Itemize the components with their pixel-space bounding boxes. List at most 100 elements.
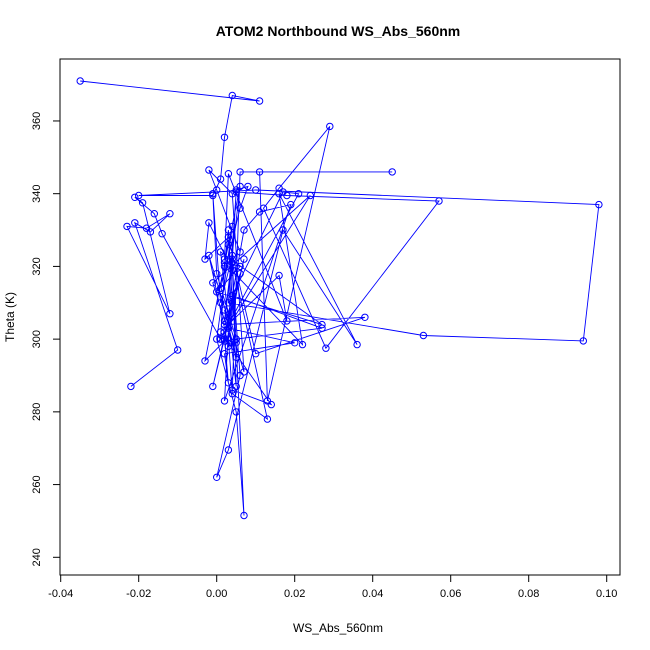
data-point: [228, 299, 237, 307]
data-point: [224, 240, 233, 249]
x-tick-label: 0.06: [440, 588, 461, 600]
data-point: [174, 346, 182, 354]
data-point: [224, 233, 233, 242]
data-point: [150, 210, 159, 218]
data-point: [255, 97, 264, 105]
x-tick-label: 0.04: [362, 588, 383, 600]
data-point: [224, 226, 233, 234]
data-point: [216, 328, 225, 336]
data-point: [595, 200, 603, 209]
data-point: [236, 204, 244, 212]
data-point: [224, 342, 233, 351]
data-point: [361, 313, 369, 321]
data-point: [326, 122, 334, 131]
data-point: [224, 299, 233, 307]
data-point: [322, 344, 330, 352]
y-axis: 240 260 280 300 320 340 360: [31, 112, 61, 566]
data-point: [435, 197, 443, 205]
data-point: [213, 288, 221, 296]
x-tick-label: 0.02: [284, 588, 305, 600]
data-point: [213, 270, 221, 278]
data-point: [216, 335, 225, 343]
data-point: [259, 204, 268, 212]
data-point: [232, 335, 240, 343]
data-point: [209, 279, 217, 287]
data-point: [213, 473, 221, 481]
data-point: [228, 255, 237, 263]
data-point: [209, 190, 217, 198]
data-point: [166, 210, 174, 218]
data-point: [228, 390, 237, 398]
series-layer: [76, 77, 603, 520]
data-point: [224, 446, 233, 454]
data-point: [220, 255, 229, 263]
data-point: [287, 200, 295, 209]
data-point: [318, 324, 326, 332]
data-point: [224, 313, 233, 321]
y-axis-label: Theta (K): [3, 292, 17, 342]
data-point: [216, 299, 225, 307]
x-tick-label: 0.00: [206, 588, 227, 600]
data-point: [146, 228, 155, 236]
data-point: [220, 335, 229, 343]
y-tick-label: 280: [31, 403, 43, 421]
data-point: [267, 400, 275, 409]
data-point: [220, 350, 229, 358]
x-tick-label: -0.02: [126, 588, 151, 600]
data-point: [123, 222, 131, 231]
data-point: [220, 397, 229, 405]
data-point: [236, 248, 244, 256]
data-point: [131, 219, 139, 227]
data-point: [232, 408, 240, 416]
data-point: [220, 262, 229, 271]
data-point: [224, 324, 233, 332]
data-point: [216, 248, 225, 256]
y-tick-label: 340: [31, 185, 43, 203]
data-point: [275, 190, 283, 198]
data-point: [263, 415, 272, 423]
x-axis: -0.04 -0.02 0.00 0.02 0.04 0.06 0.08 0.10: [48, 574, 617, 600]
data-point: [236, 270, 244, 278]
data-point: [166, 310, 174, 318]
data-point: [579, 337, 587, 345]
data-point: [216, 284, 225, 292]
data-point: [213, 186, 221, 194]
data-point: [127, 382, 135, 391]
data-point: [228, 266, 237, 274]
data-point: [298, 340, 307, 349]
data-point: [318, 320, 326, 329]
y-tick-label: 320: [31, 257, 43, 275]
data-point: [76, 77, 84, 85]
data-point: [388, 168, 396, 176]
data-point: [205, 219, 213, 227]
data-point: [232, 188, 240, 196]
data-point: [228, 291, 237, 300]
y-tick-label: 260: [31, 475, 43, 493]
data-point: [228, 251, 237, 260]
data-point: [283, 317, 291, 325]
data-point: [419, 331, 428, 340]
data-point: [216, 175, 225, 183]
data-point: [252, 350, 260, 358]
data-point: [240, 368, 248, 376]
data-point: [232, 353, 240, 361]
data-point: [306, 191, 314, 200]
data-point: [228, 91, 237, 100]
data-point: [209, 382, 217, 391]
y-tick-label: 360: [31, 112, 43, 130]
data-point: [255, 208, 264, 216]
x-axis-label: WS_Abs_560nm: [293, 621, 383, 635]
data-point: [220, 133, 229, 142]
data-point: [240, 255, 248, 263]
data-point: [236, 262, 244, 271]
data-point: [224, 335, 233, 343]
data-point: [291, 339, 299, 347]
plot-frame: [59, 58, 621, 576]
y-tick-label: 300: [31, 330, 43, 348]
data-point: [244, 182, 252, 191]
data-point: [294, 190, 303, 198]
data-point: [252, 186, 260, 194]
data-point: [205, 251, 213, 260]
y-tick-label: 240: [31, 548, 43, 566]
